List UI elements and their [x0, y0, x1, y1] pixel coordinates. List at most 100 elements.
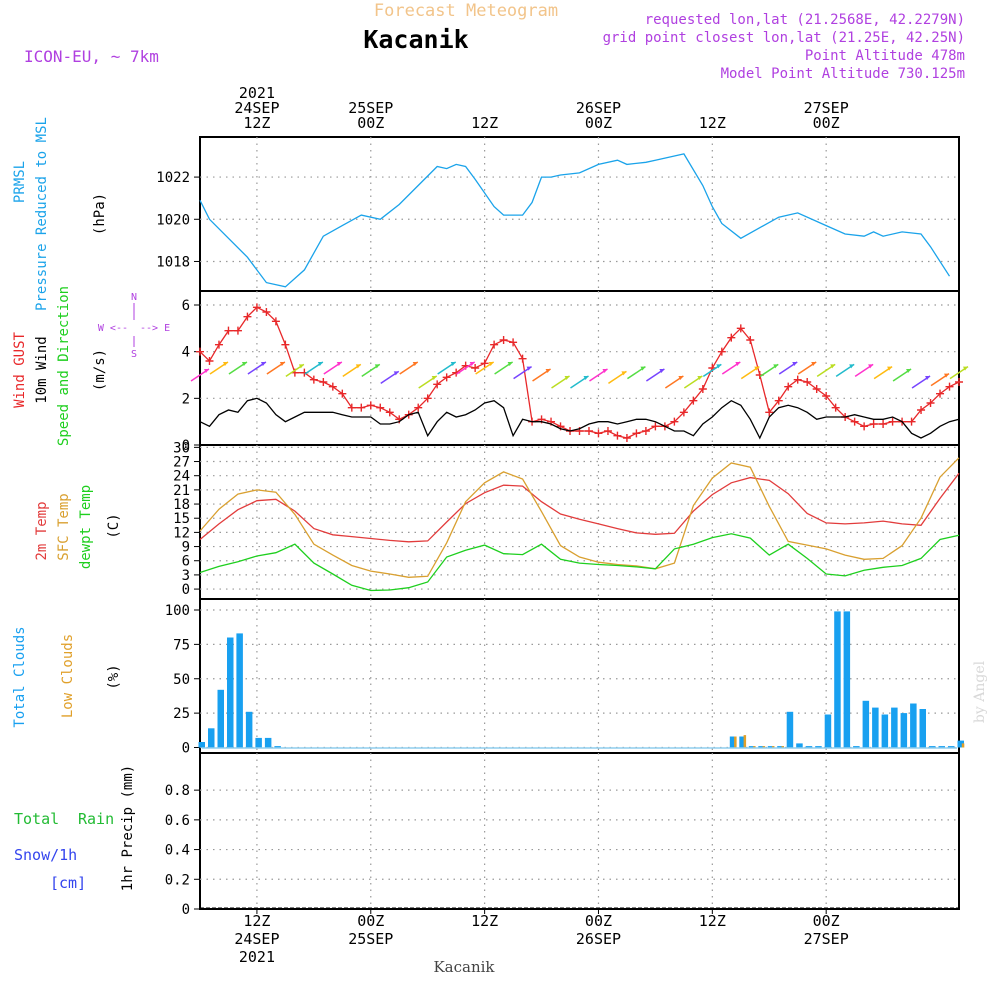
y-tick-label: 6 — [182, 298, 190, 314]
top-time-label: 12Z — [471, 114, 498, 132]
dewpt-label: dewpt Temp — [78, 485, 94, 569]
bottom-time-label: 27SEP — [804, 930, 849, 948]
low-clouds-label: Low Clouds — [60, 634, 76, 718]
gust-marker — [509, 338, 518, 347]
top-time-label: 24SEP — [234, 99, 279, 117]
total_clouds-bar — [739, 736, 746, 748]
gust-marker — [603, 427, 612, 435]
gust-marker — [831, 403, 840, 412]
gust-marker — [869, 420, 878, 428]
pressure-panel: 1018 1020 1022 PRMSL Pressure Reduced to M… — [12, 117, 960, 311]
bottom-time-label: 00Z — [585, 912, 612, 930]
pressure-unit: (hPa) — [92, 193, 108, 235]
y-tick-label: 21 — [173, 483, 190, 499]
wind-arrowhead — [716, 364, 722, 369]
gust-marker — [622, 434, 631, 442]
gust-marker — [860, 422, 869, 431]
gust-marker — [423, 394, 432, 403]
pressure-marks — [199, 153, 951, 288]
gust-marker — [717, 347, 726, 356]
bottom-time-label: 2021 — [239, 948, 275, 966]
total_clouds-bar — [758, 746, 765, 748]
total_clouds-bar — [236, 633, 243, 748]
total_clouds-bar — [872, 707, 879, 748]
bottom-time-label: 12Z — [243, 912, 270, 930]
y-tick-label: 100 — [165, 603, 190, 619]
gust-marker — [376, 403, 385, 412]
gust-marker — [736, 324, 745, 333]
gust-marker — [955, 378, 963, 386]
gust-marker — [518, 354, 527, 363]
wind-arrowhead — [260, 362, 266, 366]
bottom-time-label: 26SEP — [576, 930, 621, 948]
model-label: ICON-EU, ~ 7km — [24, 47, 159, 66]
top-time-label: 00Z — [813, 114, 840, 132]
gust-marker — [632, 429, 641, 438]
gust-marker — [205, 357, 214, 365]
precip-unit: 1hr Precip (mm) — [120, 765, 136, 891]
clouds-marks — [198, 611, 965, 749]
wind-arrowhead — [222, 362, 228, 366]
credit-watermark: by Angel — [972, 660, 988, 723]
y-tick-label: 18 — [173, 497, 190, 513]
y-tick-label: 0 — [182, 902, 190, 918]
gust-marker — [328, 382, 337, 391]
top-time-label: 27SEP — [804, 99, 849, 117]
total_clouds-bar — [824, 714, 832, 748]
gust-marker — [252, 303, 261, 312]
gust-marker — [243, 312, 252, 321]
wind-arrowhead — [792, 362, 798, 366]
y-tick-label: 15 — [173, 511, 190, 527]
bottom-time-label: 00Z — [813, 912, 840, 930]
wind-arrowhead — [507, 362, 513, 366]
wind-arrowhead — [583, 376, 589, 380]
total_clouds-bar — [264, 737, 272, 748]
gust-marker — [442, 373, 451, 382]
low_clouds-bar — [772, 746, 775, 748]
total_clouds-bar — [815, 746, 822, 748]
wind-arrowhead — [564, 376, 570, 380]
station-title: Kacanik — [363, 25, 468, 54]
total_clouds-bar — [796, 743, 803, 748]
gust-marker — [793, 375, 802, 384]
wind-10m-label: 10m Wind — [34, 336, 50, 403]
total_clouds-bar — [786, 711, 794, 748]
gust-marker — [281, 340, 290, 349]
precip-panel: 0 0.2 0.4 0.6 0.8 Total Rain Snow/1h [cm] 1h… — [14, 752, 960, 918]
wind-arrowhead — [545, 369, 551, 373]
gust-marker — [651, 422, 660, 431]
wind-line — [199, 397, 960, 440]
wind-arrowhead — [678, 376, 684, 380]
point-altitude: Point Altitude 478m — [805, 48, 965, 64]
wind-marks — [190, 303, 969, 442]
temp-unit: (C) — [106, 513, 122, 538]
clouds-unit: (%) — [106, 664, 122, 689]
y-tick-label: 0 — [182, 582, 190, 598]
wind-gust-label: Wind GUST — [12, 332, 28, 408]
wind-arrowhead — [412, 362, 418, 366]
gust-marker — [271, 317, 280, 326]
wind-panel: 0 2 4 6 Wind GUST 10m Wind Speed and Direct… — [12, 286, 969, 454]
gust-marker — [698, 385, 707, 393]
y-tick-label: 12 — [173, 525, 190, 541]
y-tick-label: 1018 — [156, 254, 190, 270]
y-tick-label: 3 — [182, 568, 190, 584]
wind-arrowhead — [697, 376, 703, 380]
wind-arrowhead — [811, 362, 817, 366]
wind-arrowhead — [374, 364, 380, 369]
wind-arrowhead — [317, 362, 323, 366]
precip-y-ticks: 0 0.2 0.4 0.6 0.8 — [165, 783, 200, 918]
gust-marker — [309, 375, 318, 384]
total_clouds-bar — [910, 703, 917, 748]
total_clouds-bar — [748, 746, 756, 748]
total_clouds-bar — [948, 746, 955, 748]
pressure-y-ticks: 1018 1020 1022 — [156, 170, 200, 270]
y-tick-label: 24 — [173, 469, 190, 485]
total_clouds-bar — [834, 611, 841, 748]
low_clouds-bar — [762, 746, 766, 748]
wind-arrowhead — [526, 366, 532, 371]
bottom-time-label: 00Z — [357, 912, 384, 930]
top-time-label: 25SEP — [348, 99, 393, 117]
